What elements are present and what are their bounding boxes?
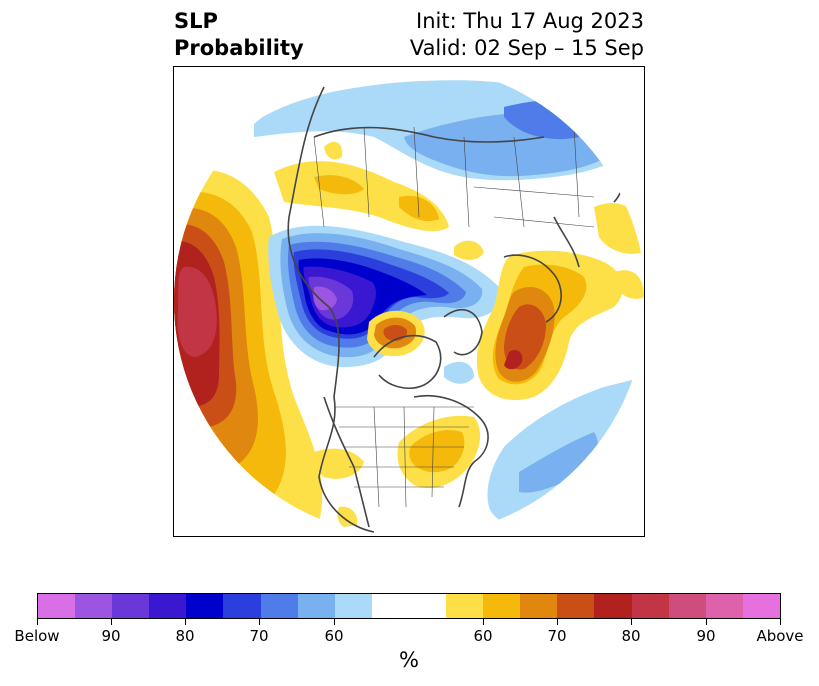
colorbar-tick: [111, 619, 112, 625]
colorbar-segment-above: [705, 594, 743, 618]
colorbar-tick: [483, 619, 484, 625]
colorbar-tick: [37, 619, 38, 625]
colorbar-segment-below: [186, 594, 224, 618]
political-borders: [313, 126, 595, 508]
title-variable-line2: Probability: [174, 36, 304, 60]
colorbar-segment-above: [557, 594, 595, 618]
colorbar-tick: [631, 619, 632, 625]
polar-map-panel: [173, 66, 645, 537]
colorbar-label: 80: [175, 627, 195, 645]
colorbar-segment-below: [334, 594, 372, 618]
arctic-above-band: [274, 141, 449, 232]
colorbar-tick: [185, 619, 186, 625]
colorbar-label: 90: [101, 627, 121, 645]
colorbar-label: 70: [547, 627, 567, 645]
colorbar-segment-above: [631, 594, 669, 618]
map-title-dates: Init: Thu 17 Aug 2023 Valid: 02 Sep – 15…: [410, 8, 644, 62]
colorbar-label: 60: [324, 627, 344, 645]
colorbar-segment-above: [668, 594, 706, 618]
colorbar-segment-above: [446, 594, 484, 618]
colorbar-label-below: Below: [14, 627, 60, 645]
colorbar-label: 70: [249, 627, 269, 645]
colorbar-segment-above: [520, 594, 558, 618]
colorbar-tick: [557, 619, 558, 625]
init-date: Init: Thu 17 Aug 2023: [416, 9, 644, 33]
colorbar-segment-below: [297, 594, 335, 618]
colorbar-tick: [706, 619, 707, 625]
colorbar-label: 80: [621, 627, 641, 645]
colorbar-label-above: Above: [756, 627, 804, 645]
colorbar-segment-neutral: [371, 594, 447, 618]
colorbar-segment-above: [483, 594, 521, 618]
colorbar-label: 60: [473, 627, 493, 645]
valid-range: Valid: 02 Sep – 15 Sep: [409, 36, 644, 60]
atlantic-above-anomaly: [454, 203, 644, 401]
colorbar-segment-below: [75, 594, 113, 618]
colorbar-segment-above: [742, 594, 780, 618]
canada-below-anomaly: [268, 225, 500, 367]
colorbar-tick: [334, 619, 335, 625]
title-variable-line1: SLP: [174, 9, 218, 33]
colorbar-segment-above: [594, 594, 632, 618]
colorbar: [37, 593, 781, 619]
slp-probability-map: [174, 67, 644, 536]
colorbar-segment-below: [260, 594, 298, 618]
colorbar-segment-below: [38, 594, 76, 618]
colorbar-tick: [780, 619, 781, 625]
north-america-above-anomaly: [312, 415, 481, 527]
colorbar-label: 90: [696, 627, 716, 645]
colorbar-segment-below: [112, 594, 150, 618]
map-title-variable: SLP Probability: [174, 8, 304, 62]
colorbar-segment-below: [223, 594, 261, 618]
colorbar-segment-below: [149, 594, 187, 618]
colorbar-unit: %: [399, 648, 419, 672]
colorbar-tick: [259, 619, 260, 625]
